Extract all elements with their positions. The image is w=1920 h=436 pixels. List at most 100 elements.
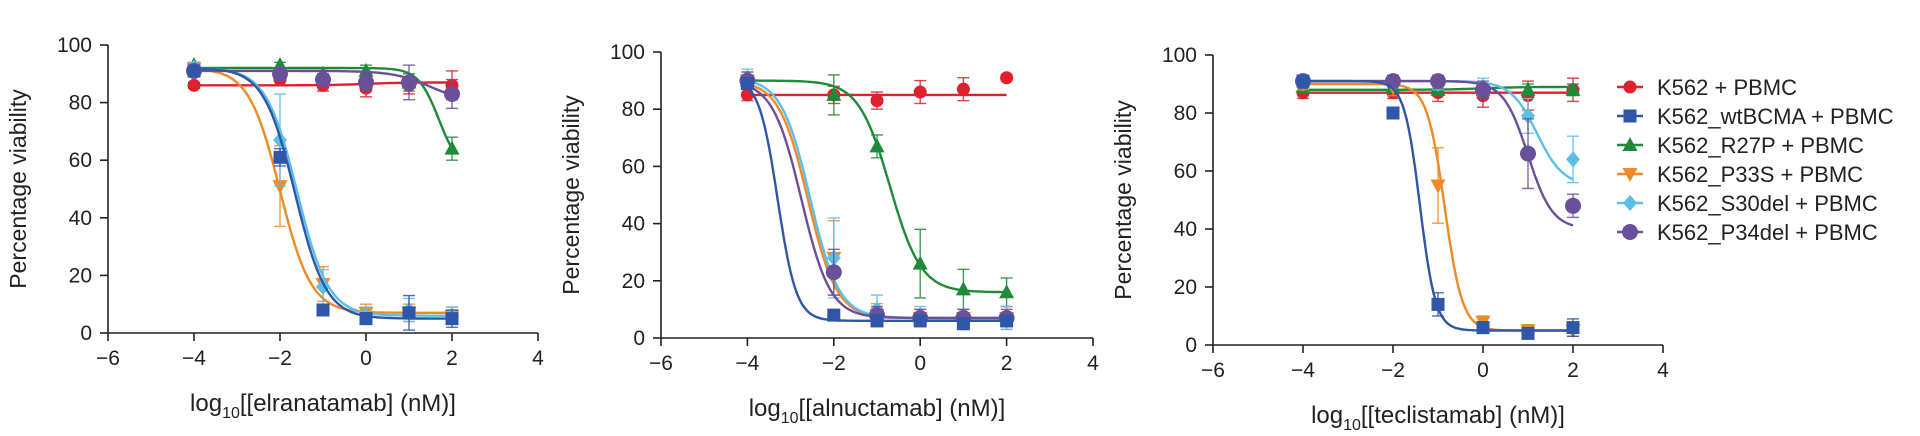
data-point xyxy=(826,86,842,101)
fit-curve xyxy=(747,79,1007,320)
data-point xyxy=(740,88,754,102)
chart-panel-1: 0 20 40 60 80 100 −6 −4 −2 0 2 4 Percentage viabilit… xyxy=(5,34,544,422)
x-axis-label: log10[[alnuctamab] (nM)] xyxy=(749,395,1006,427)
y-tick-label: 80 xyxy=(1174,102,1197,125)
data-point xyxy=(1566,321,1580,335)
legend-marker xyxy=(1623,80,1637,94)
data-point xyxy=(187,78,201,92)
data-point xyxy=(1430,179,1446,194)
x-tick-label: −2 xyxy=(822,352,846,375)
data-point xyxy=(401,74,417,91)
y-tick-label: 40 xyxy=(622,213,645,236)
y-tick-label: 20 xyxy=(69,264,92,287)
y-tick-label: 100 xyxy=(57,34,92,57)
data-point xyxy=(1476,321,1490,335)
legend-marker xyxy=(1622,224,1638,240)
legend-marker xyxy=(1622,168,1638,182)
data-point xyxy=(187,64,201,78)
data-point xyxy=(912,255,928,270)
legend: K562 + PBMC K562_wtBCMA + PBMC K562_R27P +… xyxy=(1617,75,1894,245)
x-tick-label: −6 xyxy=(96,347,120,370)
data-point xyxy=(1565,197,1581,214)
y-tick-label: 60 xyxy=(69,149,92,172)
series-k562-wtbcma-pbmc xyxy=(1296,74,1580,340)
legend-marker xyxy=(1623,195,1637,211)
x-tick-label: −4 xyxy=(1291,359,1315,382)
data-point xyxy=(444,140,460,155)
y-tick-label: 60 xyxy=(1174,160,1197,183)
legend-item: K562_P34del + PBMC xyxy=(1617,220,1878,245)
y-tick-label: 0 xyxy=(633,327,645,350)
data-point xyxy=(1521,326,1535,340)
x-tick-label: 0 xyxy=(360,347,372,370)
data-point xyxy=(359,312,373,326)
data-point xyxy=(740,76,754,90)
data-point xyxy=(825,264,842,281)
x-tick-label: −4 xyxy=(182,347,206,370)
y-tick-label: 0 xyxy=(80,322,92,345)
legend-item: K562_wtBCMA + PBMC xyxy=(1617,104,1894,129)
y-tick-label: 60 xyxy=(622,155,645,178)
data-point xyxy=(272,65,288,82)
data-point xyxy=(956,82,970,96)
data-point xyxy=(999,284,1015,299)
y-axis-label: Percentage viability xyxy=(1110,100,1136,300)
legend-label: K562_S30del + PBMC xyxy=(1657,191,1878,216)
legend-item: K562 + PBMC xyxy=(1617,75,1797,100)
data-point xyxy=(1430,73,1446,90)
x-tick-label: −2 xyxy=(268,347,292,370)
legend-marker xyxy=(1623,109,1637,123)
x-tick-label: −2 xyxy=(1381,359,1405,382)
series-k562-wtbcma-pbmc xyxy=(740,76,1014,331)
data-point xyxy=(316,303,330,317)
legend-marker xyxy=(1622,137,1638,151)
series-k562-pbmc xyxy=(740,71,1014,110)
y-tick-label: 0 xyxy=(1185,334,1197,357)
x-tick-label: 2 xyxy=(1567,359,1579,382)
data-point xyxy=(1431,297,1445,311)
y-tick-label: 100 xyxy=(1162,44,1197,67)
data-point xyxy=(315,71,331,88)
data-point xyxy=(1475,81,1491,98)
data-point xyxy=(870,314,884,328)
legend-label: K562_P33S + PBMC xyxy=(1657,162,1863,187)
data-point xyxy=(1565,81,1581,96)
y-tick-label: 40 xyxy=(1174,218,1197,241)
data-point xyxy=(870,94,884,108)
data-point xyxy=(445,312,459,326)
data-point xyxy=(913,85,927,99)
legend-label: K562_wtBCMA + PBMC xyxy=(1657,104,1894,129)
x-tick-label: 0 xyxy=(914,352,926,375)
x-tick-label: 2 xyxy=(446,347,458,370)
chart-panel-2: 0 20 40 60 80 100 −6 −4 −2 0 2 4 Percentage viabilit… xyxy=(558,41,1099,427)
legend-label: K562 + PBMC xyxy=(1657,75,1797,100)
data-point xyxy=(1296,74,1310,88)
series-k562-wtbcma-pbmc xyxy=(187,64,459,331)
legend-item: K562_P33S + PBMC xyxy=(1617,162,1863,187)
x-tick-label: 0 xyxy=(1477,359,1489,382)
fit-curve xyxy=(746,84,1007,320)
x-tick-label: −4 xyxy=(735,352,759,375)
data-point xyxy=(402,306,416,320)
data-point xyxy=(956,317,970,331)
y-axis-label: Percentage viability xyxy=(5,89,31,289)
data-point xyxy=(1000,71,1014,85)
data-point xyxy=(1386,106,1400,120)
legend-item: K562_S30del + PBMC xyxy=(1617,191,1878,216)
data-point xyxy=(1520,81,1536,96)
data-point xyxy=(273,150,287,164)
data-point xyxy=(272,180,288,195)
y-tick-label: 20 xyxy=(1174,276,1197,299)
x-tick-label: −6 xyxy=(649,352,673,375)
x-axis-label: log10[[teclistamab] (nM)] xyxy=(1311,402,1565,434)
data-point xyxy=(358,74,374,91)
y-tick-label: 80 xyxy=(69,92,92,115)
y-tick-label: 40 xyxy=(69,207,92,230)
data-point xyxy=(913,314,927,328)
data-point xyxy=(827,308,841,322)
x-tick-label: 4 xyxy=(532,347,544,370)
x-tick-label: 4 xyxy=(1657,359,1669,382)
x-tick-label: 4 xyxy=(1087,352,1099,375)
data-point xyxy=(1385,73,1401,90)
